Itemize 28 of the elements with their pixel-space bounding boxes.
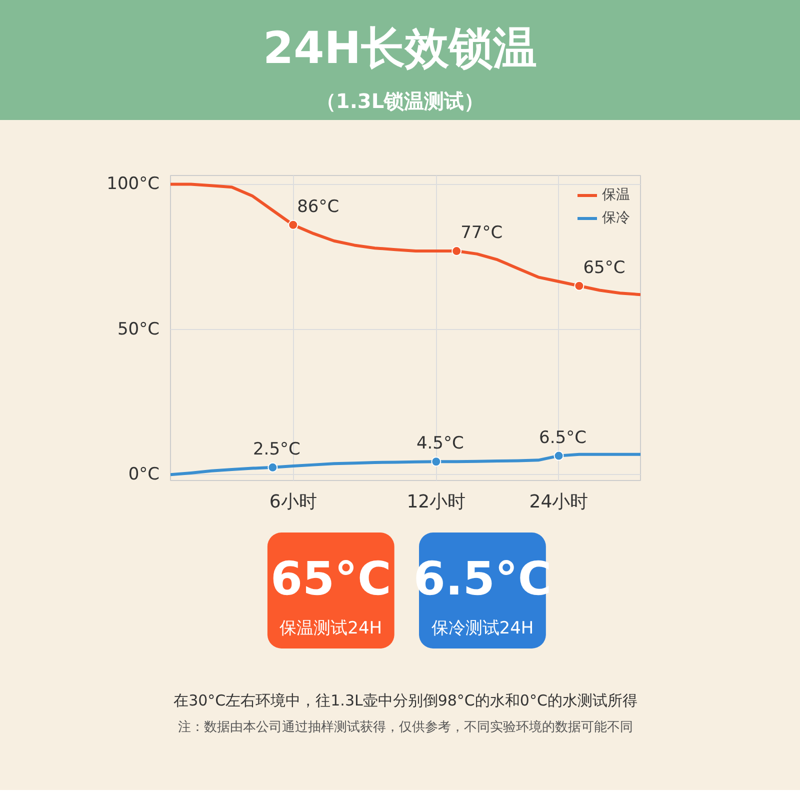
data-label: 77°C xyxy=(460,223,503,244)
legend-label: 保温 xyxy=(602,186,630,204)
legend-label: 保冷 xyxy=(602,209,630,227)
y-tick-label: 50°C xyxy=(118,319,160,340)
x-tick-label: 12小时 xyxy=(406,492,466,512)
text: 65°C xyxy=(270,552,392,606)
line-series xyxy=(170,182,640,296)
data-label: 65°C xyxy=(583,258,626,278)
data-label: 2.5°C xyxy=(252,439,300,460)
point xyxy=(452,246,462,256)
data-label: 86°C xyxy=(297,196,340,217)
chart-subtitle: （1.3L锁温测试） xyxy=(314,88,486,115)
point xyxy=(288,220,298,230)
data-label: 6.5°C xyxy=(539,428,586,448)
point xyxy=(574,280,584,291)
chart-title: 24H长效锁温 xyxy=(262,22,538,76)
point xyxy=(268,462,278,472)
data-label: 4.5°C xyxy=(416,434,464,454)
point xyxy=(431,456,442,467)
x-tick-label: 6小时 xyxy=(269,492,317,512)
text: 注：数据由本公司通过抽样测试获得，仅供参考，不同实验环境的数据可能不同 xyxy=(178,719,633,735)
point xyxy=(554,450,564,461)
text: 保冷测试24H xyxy=(431,618,534,638)
text: 在30°C左右环境中，往1.3L壶中分别倒98°C的水和0°C的水测试所得 xyxy=(174,692,638,710)
x-tick-label: 24小时 xyxy=(529,492,588,512)
y-tick-label: 0°C xyxy=(128,464,160,485)
y-tick-label: 100°C xyxy=(106,174,160,194)
text: 保温测试24H xyxy=(280,618,382,638)
